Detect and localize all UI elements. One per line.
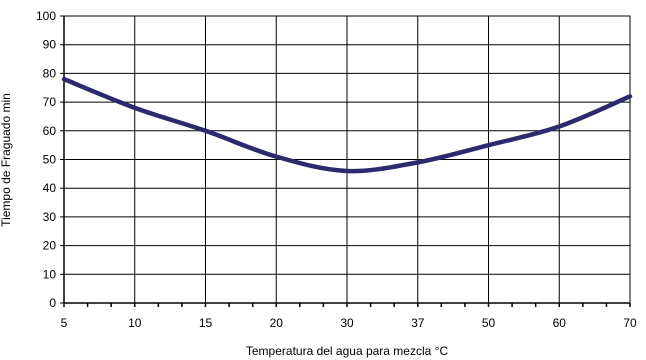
y-tick-label: 30: [43, 210, 57, 224]
y-tick-label: 50: [43, 153, 57, 167]
y-tick-label: 100: [36, 9, 56, 23]
x-tick-label: 60: [553, 316, 567, 330]
x-tick-label: 10: [128, 316, 142, 330]
series-layer: [61, 76, 633, 174]
y-tick-label: 10: [43, 267, 57, 281]
y-tick-label: 70: [43, 95, 57, 109]
x-tick-label: 20: [270, 316, 284, 330]
x-tick-label: 70: [623, 316, 637, 330]
x-tick-label: 50: [482, 316, 496, 330]
y-tick-label: 0: [49, 296, 56, 310]
y-tick-label: 20: [43, 239, 57, 253]
y-tick-label: 90: [43, 38, 57, 52]
y-tick-label: 80: [43, 66, 57, 80]
x-tick-label: 15: [199, 316, 213, 330]
y-tick-label: 40: [43, 181, 57, 195]
x-tick-label: 30: [340, 316, 354, 330]
tick-labels: 0 10 20 30 40 50 60 70 80 90 100 5 10 15 20 30 37 50 60 70: [36, 9, 637, 330]
x-axis-title: Temperatura del agua para mezcla °C: [246, 344, 449, 358]
grid: [63, 15, 631, 304]
axes: [60, 15, 631, 307]
x-tick-label: 5: [61, 316, 68, 330]
x-tick-label: 37: [411, 316, 425, 330]
y-axis-title: Tiempo de Fraguado min: [0, 93, 13, 227]
y-tick-label: 60: [43, 124, 57, 138]
